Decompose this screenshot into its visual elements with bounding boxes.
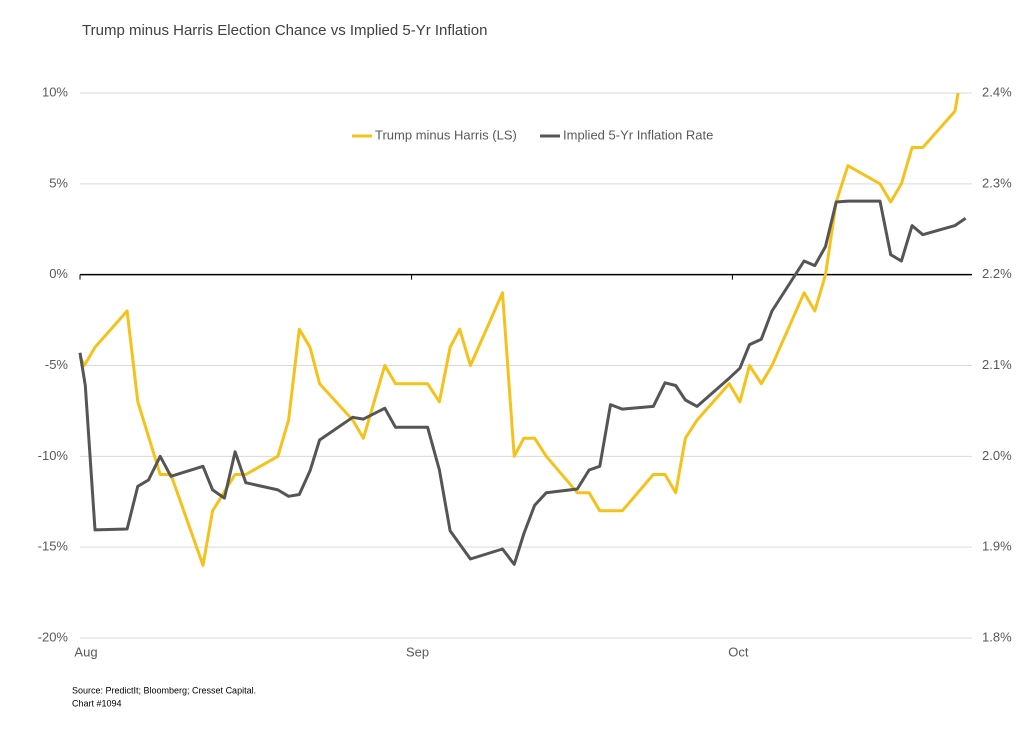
legend-label: Implied 5-Yr Inflation Rate [563, 127, 713, 142]
y-tick-label: 10% [42, 84, 68, 99]
y2-tick-label: 1.9% [982, 539, 1012, 554]
y2-tick-label: 2.3% [982, 175, 1012, 190]
y-tick-label: -10% [38, 448, 69, 463]
y2-tick-label: 2.2% [982, 266, 1012, 281]
x-tick-label: Oct [728, 644, 749, 659]
chart-title: Trump minus Harris Election Chance vs Im… [82, 22, 487, 39]
y-tick-label: -15% [38, 539, 69, 554]
y2-tick-label: 2.4% [982, 84, 1012, 99]
x-tick-label: Sep [406, 644, 429, 659]
y-tick-label: 0% [49, 266, 68, 281]
series-line [78, 92, 960, 567]
series-line [78, 199, 967, 566]
chart-id-note: Chart #1094 [72, 698, 122, 708]
y-tick-label: -20% [38, 629, 69, 644]
y2-tick-label: 2.0% [982, 448, 1012, 463]
y2-tick-label: 2.1% [982, 357, 1012, 372]
x-tick-label: Aug [74, 644, 97, 659]
legend-label: Trump minus Harris (LS) [375, 127, 517, 142]
y2-tick-label: 1.8% [982, 629, 1012, 644]
y-tick-label: -5% [45, 357, 69, 372]
y-tick-label: 5% [49, 175, 68, 190]
source-note: Source: PredictIt; Bloomberg; Cresset Ca… [72, 685, 256, 695]
